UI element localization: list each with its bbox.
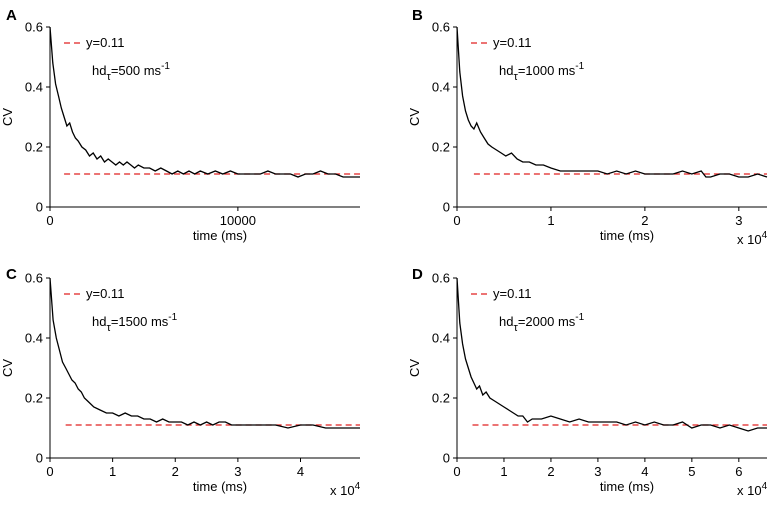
y-tick-label: 0	[443, 451, 450, 466]
y-axis-label: CV	[407, 108, 422, 126]
y-axis-label: CV	[0, 359, 15, 377]
panel-d: D 0 0.2 0.4 0.6 0 1 2 3 4 5 6 time (ms) CV x 104 y=0.11…	[407, 266, 768, 498]
y-tick-label: 0.6	[432, 271, 450, 286]
x-tick-label: 10000	[220, 213, 256, 228]
y-tick-label: 0.4	[25, 331, 43, 346]
x-axis-label: time (ms)	[193, 228, 247, 243]
x-axis-multiplier: x 104	[330, 481, 361, 498]
x-axis-label: time (ms)	[193, 479, 247, 494]
legend-label: y=0.11	[493, 35, 531, 50]
panel-letter: B	[412, 7, 423, 24]
y-tick-label: 0	[36, 200, 43, 215]
y-tick-label: 0.2	[432, 391, 450, 406]
x-tick-label: 0	[46, 213, 53, 228]
series-line-cv	[456, 277, 767, 432]
x-tick-label: 4	[297, 464, 304, 479]
y-tick-label: 0.2	[25, 140, 43, 155]
x-tick-label: 0	[46, 464, 53, 479]
series-line-cv	[49, 277, 360, 429]
x-tick-label: 4	[641, 464, 648, 479]
y-tick-label: 0.6	[25, 271, 43, 286]
panel-letter: C	[6, 266, 17, 283]
x-tick-label: 0	[453, 213, 460, 228]
y-tick-label: 0.2	[25, 391, 43, 406]
x-tick-label: 1	[109, 464, 116, 479]
panel-letter: A	[6, 7, 17, 24]
x-axis-multiplier: x 104	[737, 230, 768, 247]
x-tick-label: 1	[547, 213, 554, 228]
y-tick-label: 0.4	[432, 331, 450, 346]
legend-label: y=0.11	[493, 286, 531, 301]
annotation-hd-tau: hdτ=500 ms-1	[92, 61, 170, 83]
y-tick-label: 0.2	[432, 140, 450, 155]
x-axis-multiplier: x 104	[737, 481, 768, 498]
x-tick-label: 1	[500, 464, 507, 479]
y-tick-label: 0.6	[25, 20, 43, 35]
y-axis-label: CV	[407, 359, 422, 377]
annotation-hd-tau: hdτ=1500 ms-1	[92, 312, 178, 334]
x-axis-label: time (ms)	[600, 228, 654, 243]
x-tick-label: 0	[453, 464, 460, 479]
legend-label: y=0.11	[86, 286, 124, 301]
x-tick-label: 3	[234, 464, 241, 479]
x-tick-label: 5	[688, 464, 695, 479]
legend-label: y=0.11	[86, 35, 124, 50]
x-tick-label: 2	[547, 464, 554, 479]
x-tick-label: 6	[735, 464, 742, 479]
series-line-cv	[49, 26, 360, 178]
panel-c: C 0 0.2 0.4 0.6 0 1 2 3 4 time (ms) CV x 104 y=0.11 hd…	[0, 266, 361, 498]
x-tick-label: 2	[641, 213, 648, 228]
annotation-hd-tau: hdτ=1000 ms-1	[499, 61, 585, 83]
x-tick-label: 3	[594, 464, 601, 479]
y-tick-label: 0	[443, 200, 450, 215]
y-tick-label: 0.6	[432, 20, 450, 35]
panel-letter: D	[412, 266, 423, 283]
x-tick-label: 3	[735, 213, 742, 228]
y-tick-label: 0.4	[25, 80, 43, 95]
y-axis-label: CV	[0, 108, 15, 126]
annotation-hd-tau: hdτ=2000 ms-1	[499, 312, 585, 334]
x-tick-label: 2	[172, 464, 179, 479]
series-line-cv	[456, 26, 768, 178]
y-tick-label: 0.4	[432, 80, 450, 95]
y-tick-label: 0	[36, 451, 43, 466]
panel-b: B 0 0.2 0.4 0.6 0 1 2 3 time (ms) CV x 104 y=0.11 hdτ…	[407, 7, 768, 247]
x-axis-label: time (ms)	[600, 479, 654, 494]
